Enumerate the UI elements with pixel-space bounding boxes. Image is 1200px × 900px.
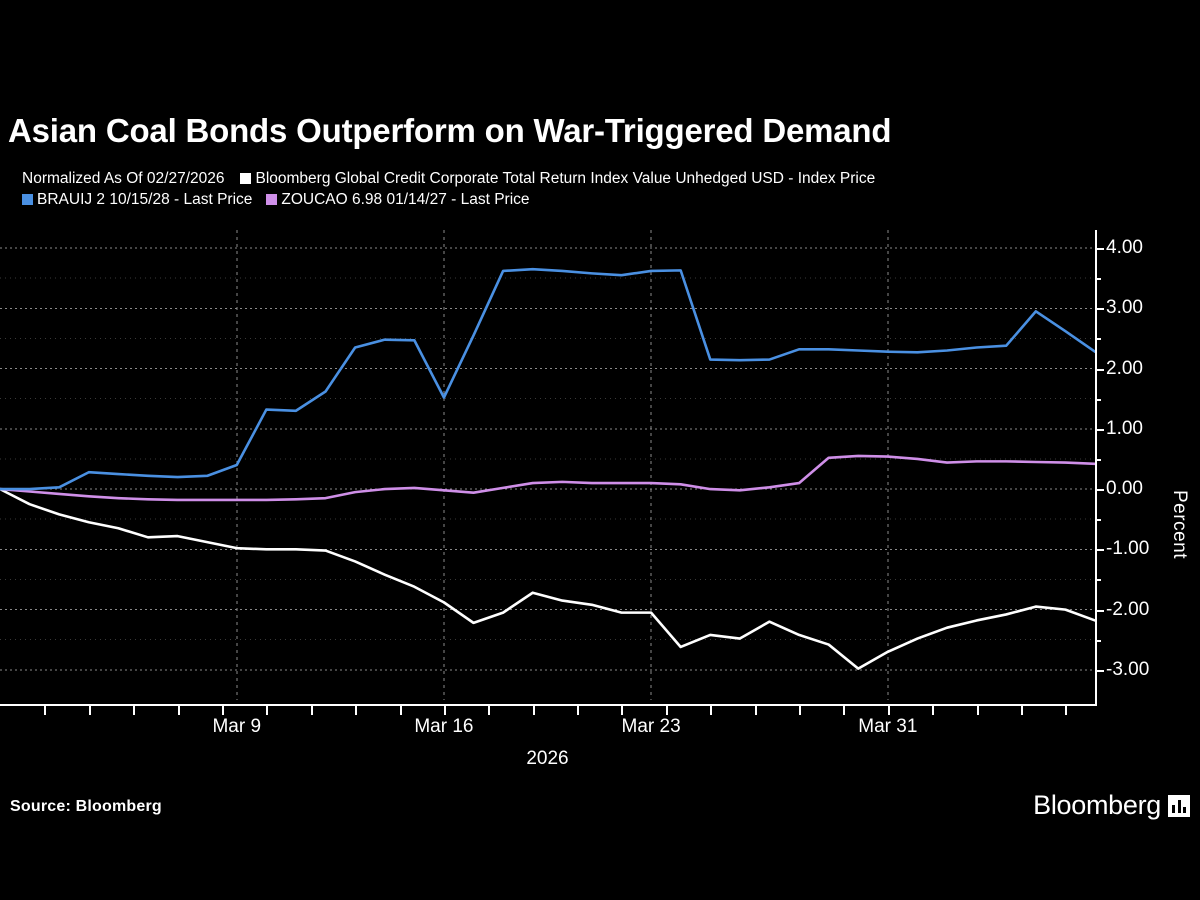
x-tick-mark — [221, 706, 224, 715]
x-tick-label: Mar 23 — [621, 716, 681, 737]
x-tick-mark — [532, 706, 535, 715]
x-tick-mark — [177, 706, 180, 715]
y-tick-mark-minor — [1095, 458, 1101, 461]
brand-wordmark: Bloomberg — [1033, 790, 1161, 820]
legend-row-top: Normalized As Of 02/27/2026 Bloomberg Gl… — [22, 168, 1182, 189]
y-axis-title: Percent — [1169, 490, 1190, 559]
y-tick-label: -1.00 — [1106, 538, 1150, 560]
x-tick-label: Mar 16 — [414, 716, 474, 737]
y-tick-label: 1.00 — [1106, 417, 1143, 439]
x-tick-mark — [1065, 706, 1068, 715]
chart-footer: Source: Bloomberg Bloomberg — [0, 790, 1200, 840]
y-tick-mark-minor — [1095, 398, 1101, 401]
chart-legend: Normalized As Of 02/27/2026 Bloomberg Gl… — [22, 168, 1182, 210]
y-tick-mark — [1095, 308, 1104, 311]
y-tick-mark — [1095, 368, 1104, 371]
y-tick-mark — [1095, 248, 1104, 251]
y-tick-label: -2.00 — [1106, 598, 1150, 620]
bloomberg-terminal-icon — [1168, 794, 1190, 817]
x-tick-mark — [577, 706, 580, 715]
x-tick-mark — [754, 706, 757, 715]
y-axis-line — [1095, 230, 1097, 706]
chart-card: Asian Coal Bonds Outperform on War-Trigg… — [0, 100, 1200, 820]
y-tick-mark — [1095, 428, 1104, 431]
y-tick-label: -3.00 — [1106, 658, 1150, 680]
x-tick-mark — [799, 706, 802, 715]
legend-swatch-bloomberg-index — [240, 173, 252, 184]
x-tick-mark — [976, 706, 979, 715]
y-tick-label: 2.00 — [1106, 357, 1143, 379]
plot-canvas — [0, 230, 1095, 700]
legend-row-bottom: BRAUIJ 2 10/15/28 - Last Price ZOUCAO 6.… — [22, 189, 1182, 210]
legend-label-brauij: BRAUIJ 2 10/15/28 - Last Price — [37, 190, 253, 208]
x-tick-label: Mar 9 — [212, 716, 262, 737]
plot-area — [0, 230, 1095, 700]
y-tick-mark-minor — [1095, 278, 1101, 281]
y-tick-mark-minor — [1095, 639, 1101, 642]
x-axis-title: 2026 — [526, 748, 569, 769]
bloomberg-brand: Bloomberg — [1033, 790, 1190, 821]
x-tick-mark — [488, 706, 491, 715]
legend-swatch-zoucao — [266, 194, 278, 205]
x-tick-label: Mar 31 — [858, 716, 918, 737]
legend-item-bloomberg-index[interactable]: Bloomberg Global Credit Corporate Total … — [240, 168, 875, 189]
y-tick-mark-minor — [1095, 338, 1101, 341]
x-tick-mark — [1021, 706, 1023, 715]
x-tick-mark — [399, 706, 402, 715]
normalized-note: Normalized As Of 02/27/2026 — [22, 169, 225, 187]
y-tick-mark-minor — [1095, 579, 1101, 582]
legend-swatch-brauij — [22, 194, 33, 205]
y-tick-label: 3.00 — [1106, 297, 1143, 319]
x-tick-mark — [266, 706, 269, 715]
x-tick-mark — [133, 706, 136, 715]
legend-item-brauij[interactable]: BRAUIJ 2 10/15/28 - Last Price — [22, 189, 252, 210]
x-tick-mark — [88, 706, 91, 715]
x-tick-mark — [310, 706, 313, 715]
y-tick-mark — [1095, 609, 1104, 612]
y-tick-label: 4.00 — [1106, 237, 1143, 259]
x-tick-mark — [843, 706, 846, 715]
x-axis-line — [0, 704, 1095, 706]
x-tick-mark — [355, 706, 358, 715]
legend-label-bloomberg-index: Bloomberg Global Credit Corporate Total … — [255, 169, 876, 187]
x-tick-mark — [443, 706, 446, 715]
line-chart-svg — [0, 230, 1095, 700]
x-tick-mark — [710, 706, 713, 715]
x-axis-tick-labels: Mar 9 Mar 16 Mar 23 Mar 31 — [0, 716, 1095, 746]
page-title: Asian Coal Bonds Outperform on War-Trigg… — [8, 112, 892, 149]
source-label: Source: Bloomberg — [10, 798, 162, 815]
y-tick-mark — [1095, 549, 1104, 552]
y-tick-mark — [1095, 489, 1104, 492]
legend-item-zoucao[interactable]: ZOUCAO 6.98 01/14/27 - Last Price — [266, 189, 530, 210]
x-tick-mark — [887, 706, 890, 715]
x-tick-mark — [932, 706, 935, 715]
x-tick-mark — [665, 706, 668, 715]
y-tick-mark — [1095, 669, 1104, 672]
y-axis-tick-labels: 4.00 3.00 2.00 1.00 0.00 -1.00 -2.00 -3.00 — [1106, 230, 1196, 700]
y-tick-mark-minor — [1095, 519, 1101, 522]
legend-label-zoucao: ZOUCAO 6.98 01/14/27 - Last Price — [281, 190, 530, 208]
x-tick-mark — [621, 706, 624, 715]
y-tick-label: 0.00 — [1106, 478, 1143, 500]
x-tick-mark — [44, 706, 47, 715]
